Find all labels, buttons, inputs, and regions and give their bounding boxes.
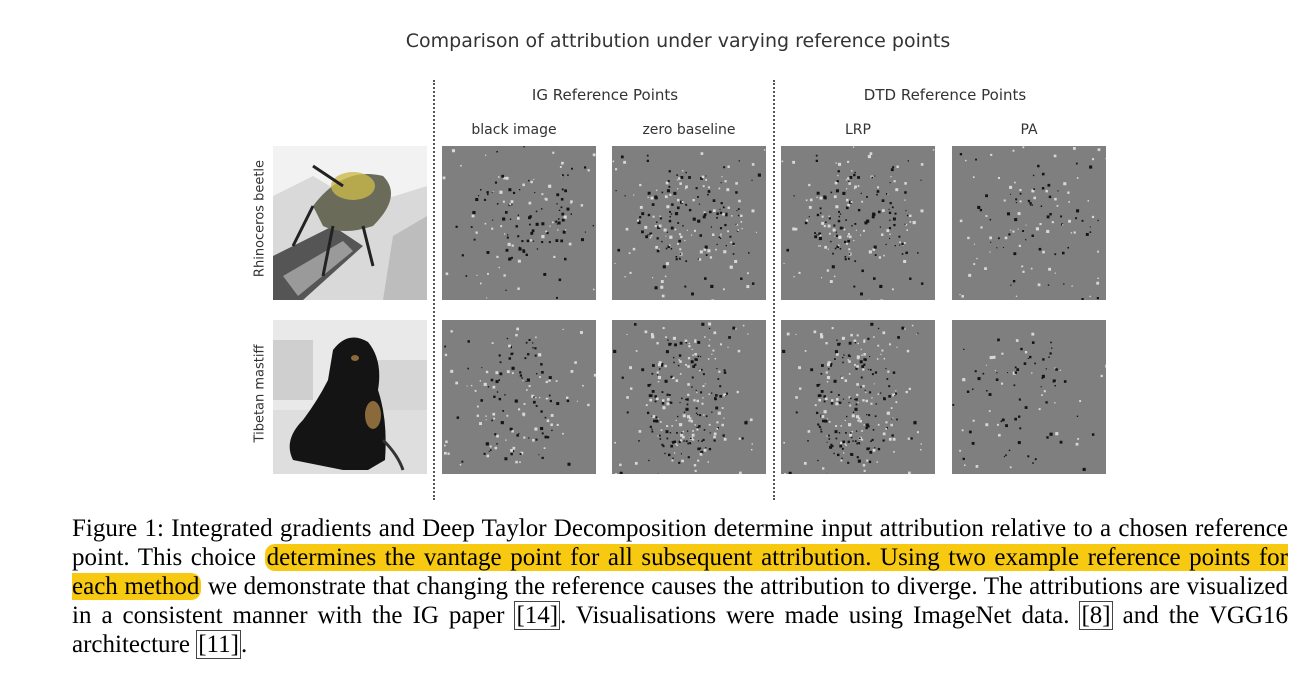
row-label-mastiff: Tibetan mastiff bbox=[252, 344, 268, 443]
mastiff-zero-baseline-attribution bbox=[612, 320, 766, 474]
beetle-pa-attribution bbox=[952, 146, 1106, 300]
beetle-input-image bbox=[273, 146, 427, 300]
row-label-beetle: Rhinoceros beetle bbox=[252, 159, 268, 278]
citation-8[interactable]: [8] bbox=[1079, 601, 1113, 630]
mastiff-input-image bbox=[273, 320, 427, 474]
beetle-black-image-attribution bbox=[442, 146, 596, 300]
caption-part-5: . bbox=[240, 631, 248, 658]
left-divider bbox=[433, 80, 435, 500]
caption-part-1: Figure 1: Integrated gradients and Deep … bbox=[72, 515, 1288, 571]
mastiff-lrp-attribution bbox=[781, 320, 935, 474]
figure-title: Comparison of attribution under varying … bbox=[405, 30, 951, 52]
ig-group-label: IG Reference Points bbox=[531, 86, 679, 104]
citation-14[interactable]: [14] bbox=[514, 601, 561, 630]
col-label-black-image: black image bbox=[471, 122, 557, 138]
figure-caption: Figure 1: Integrated gradients and Deep … bbox=[72, 514, 1288, 659]
col-label-pa: PA bbox=[1020, 122, 1038, 138]
dtd-group-label: DTD Reference Points bbox=[863, 86, 1027, 104]
citation-11[interactable]: [11] bbox=[196, 630, 241, 659]
beetle-lrp-attribution bbox=[781, 146, 935, 300]
caption-part-2: we demonstrate that changing the referen… bbox=[72, 573, 1288, 629]
beetle-zero-baseline-attribution bbox=[612, 146, 766, 300]
mastiff-pa-attribution bbox=[952, 320, 1106, 474]
mastiff-black-image-attribution bbox=[442, 320, 596, 474]
col-label-zero-baseline: zero baseline bbox=[642, 122, 736, 138]
middle-divider bbox=[773, 80, 775, 500]
caption-part-3: . Visualisations were made using ImageNe… bbox=[560, 602, 1080, 629]
col-label-lrp: LRP bbox=[845, 122, 871, 138]
caption-part-4: and the VGG16 architecture bbox=[72, 602, 1288, 658]
